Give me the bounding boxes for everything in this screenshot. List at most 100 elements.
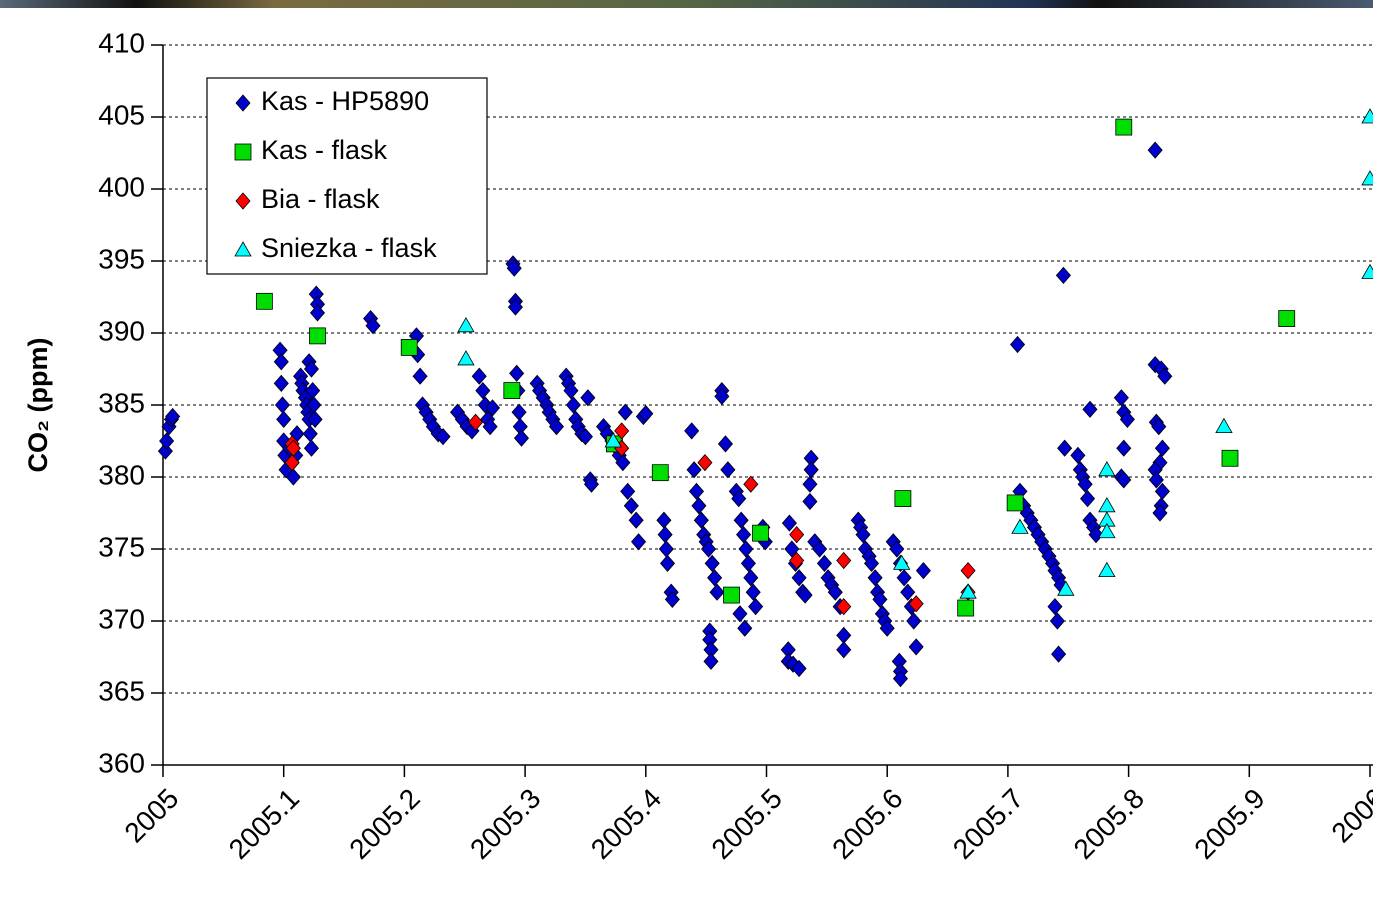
data-point bbox=[273, 353, 289, 371]
data-point bbox=[273, 374, 289, 393]
data-point bbox=[697, 453, 713, 472]
data-point bbox=[900, 583, 916, 601]
data-point bbox=[1006, 494, 1024, 512]
data-point bbox=[620, 482, 636, 501]
data-point bbox=[1082, 400, 1098, 418]
data-point bbox=[827, 583, 843, 601]
data-point bbox=[1215, 417, 1233, 434]
data-point bbox=[789, 525, 805, 544]
data-point bbox=[1152, 504, 1168, 522]
data-point bbox=[1049, 612, 1065, 630]
data-point bbox=[1115, 118, 1133, 136]
data-point bbox=[896, 569, 912, 587]
data-point bbox=[617, 403, 633, 421]
data-point bbox=[707, 569, 723, 587]
data-point bbox=[733, 511, 749, 529]
y-tick-label: 365 bbox=[98, 675, 145, 706]
data-point bbox=[285, 468, 301, 486]
x-tick-label: 2005.3 bbox=[464, 783, 546, 865]
data-point bbox=[623, 497, 639, 515]
y-axis-label: CO₂ (ppm) bbox=[23, 338, 53, 473]
legend-marker bbox=[235, 94, 251, 112]
data-point bbox=[548, 417, 565, 436]
data-point bbox=[400, 338, 418, 356]
data-point bbox=[717, 435, 733, 453]
data-point bbox=[892, 669, 909, 688]
data-point bbox=[1148, 471, 1164, 489]
data-point bbox=[513, 429, 530, 447]
legend-marker bbox=[234, 143, 252, 161]
data-point bbox=[1057, 439, 1073, 457]
y-tick-label: 375 bbox=[98, 531, 145, 562]
data-point bbox=[812, 540, 828, 558]
data-point bbox=[743, 569, 759, 587]
data-point bbox=[457, 350, 475, 366]
data-point bbox=[651, 464, 669, 482]
data-point bbox=[615, 453, 631, 472]
data-point bbox=[659, 554, 676, 573]
data-point bbox=[703, 652, 719, 670]
x-tick-label: 2005.4 bbox=[585, 783, 667, 865]
data-point bbox=[484, 399, 501, 417]
data-point bbox=[1051, 645, 1067, 663]
data-point bbox=[784, 540, 800, 558]
y-tick-label: 380 bbox=[98, 459, 145, 490]
data-point bbox=[614, 422, 630, 440]
data-point bbox=[468, 413, 484, 431]
data-point bbox=[285, 439, 301, 457]
data-point bbox=[1098, 561, 1116, 577]
data-point bbox=[365, 317, 381, 335]
data-point bbox=[509, 364, 525, 382]
data-point bbox=[1113, 389, 1129, 407]
data-point bbox=[791, 659, 807, 678]
data-point bbox=[255, 292, 273, 310]
data-point bbox=[1157, 367, 1173, 385]
data-point bbox=[159, 432, 175, 450]
data-point bbox=[604, 432, 622, 448]
data-point bbox=[1077, 475, 1093, 493]
y-tick-label: 390 bbox=[98, 315, 145, 346]
data-point bbox=[693, 511, 709, 529]
data-point bbox=[691, 497, 707, 515]
data-point bbox=[506, 259, 522, 277]
data-point bbox=[658, 540, 674, 558]
legend-marker bbox=[235, 192, 251, 210]
data-point bbox=[276, 410, 292, 429]
x-tick-label: 2005.1 bbox=[223, 783, 305, 865]
data-point bbox=[412, 367, 428, 385]
data-point bbox=[303, 360, 319, 378]
x-tick-label: 2005.6 bbox=[826, 783, 908, 865]
data-point bbox=[165, 407, 181, 426]
data-point bbox=[482, 417, 498, 436]
x-tick-label: 2005.9 bbox=[1188, 783, 1270, 865]
data-point bbox=[791, 569, 807, 587]
data-point bbox=[657, 525, 673, 544]
data-point bbox=[959, 583, 977, 599]
data-point bbox=[1361, 170, 1373, 186]
data-point bbox=[738, 540, 754, 558]
data-point bbox=[1119, 410, 1135, 429]
data-point bbox=[309, 304, 326, 322]
y-tick-label: 400 bbox=[98, 171, 145, 202]
x-tick-label: 2005.5 bbox=[705, 783, 787, 865]
data-point bbox=[684, 422, 700, 440]
legend-box bbox=[206, 77, 488, 275]
data-point bbox=[435, 428, 451, 446]
data-point bbox=[816, 554, 832, 573]
points bbox=[157, 108, 1373, 688]
data-point bbox=[1070, 446, 1086, 465]
data-point bbox=[583, 475, 600, 493]
y-tick-label: 385 bbox=[98, 387, 145, 418]
data-point bbox=[284, 453, 300, 472]
data-point bbox=[709, 583, 725, 601]
data-point bbox=[732, 605, 748, 623]
data-point bbox=[836, 597, 852, 616]
data-point bbox=[1154, 439, 1170, 457]
x-tick-label: 2005 bbox=[118, 783, 184, 849]
data-point bbox=[1278, 310, 1296, 328]
data-point bbox=[1361, 108, 1373, 124]
data-point bbox=[457, 316, 475, 333]
legend-label: Bia - flask bbox=[261, 184, 380, 214]
